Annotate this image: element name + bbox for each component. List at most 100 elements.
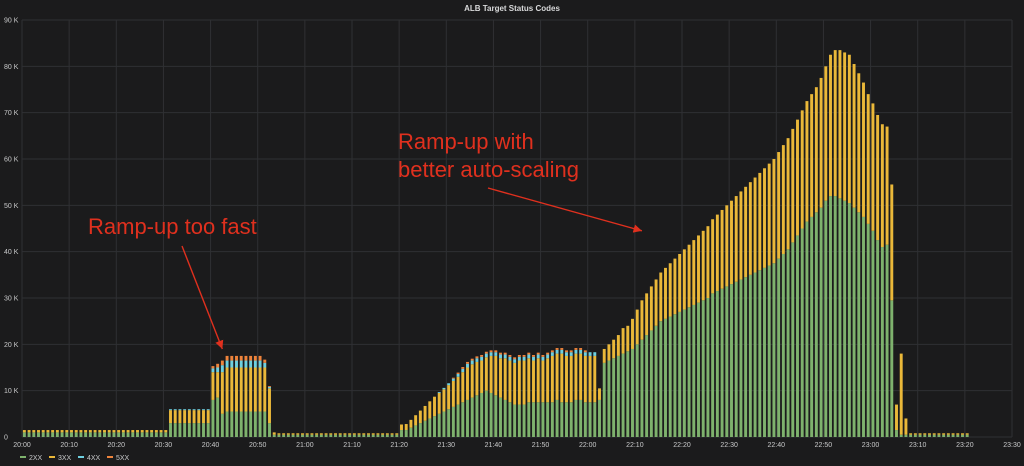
x-tick-label: 21:00 (296, 442, 314, 449)
bar-segment-3xx (517, 360, 521, 405)
bar-segment-3xx (428, 401, 432, 419)
bar-segment-3xx (338, 433, 342, 435)
bar-segment-2xx (216, 397, 220, 437)
bar-segment-2xx (362, 434, 366, 437)
bar-segment-3xx (352, 433, 356, 435)
x-tick-label: 20:30 (155, 442, 173, 449)
bar-segment-2xx (46, 432, 50, 437)
bar-segment-3xx (866, 94, 870, 224)
bar-segment-3xx (527, 358, 531, 403)
bar-segment-3xx (772, 159, 776, 264)
bar-segment-3xx (343, 433, 347, 435)
bar-segment-3xx (51, 430, 55, 433)
bar-segment-2xx (965, 434, 969, 437)
bar-segment-2xx (225, 411, 229, 437)
bar-segment-3xx (117, 430, 121, 433)
bar-segment-2xx (253, 411, 257, 437)
bar-segment-3xx (550, 355, 554, 403)
bar-segment-5xx (550, 350, 554, 353)
bar-segment-3xx (602, 348, 606, 363)
bar-segment-3xx (414, 415, 418, 426)
y-tick-label: 90 K (4, 18, 19, 25)
bar-segment-3xx (546, 358, 550, 403)
bar-segment-2xx (678, 311, 682, 437)
x-tick-label: 20:10 (60, 442, 78, 449)
bar-segment-2xx (753, 272, 757, 437)
bar-segment-4xx (456, 373, 460, 377)
bar-segment-4xx (169, 409, 172, 411)
bar-segment-4xx (466, 363, 469, 368)
bar-segment-2xx (173, 423, 177, 437)
bar-segment-3xx (880, 124, 884, 248)
bar-segment-3xx (616, 335, 620, 356)
bar-segment-2xx (433, 416, 436, 437)
bar-segment-5xx (532, 354, 535, 357)
bar-segment-4xx (569, 352, 573, 356)
bar-segment-2xx (565, 402, 568, 437)
bar-segment-3xx (192, 410, 196, 424)
bar-segment-2xx (22, 432, 26, 437)
bar-segment-3xx (70, 430, 73, 433)
bar-segment-3xx (838, 50, 842, 199)
bar-segment-3xx (253, 367, 257, 412)
bar-segment-2xx (258, 411, 262, 437)
bar-segment-5xx (499, 352, 502, 355)
bar-segment-2xx (296, 434, 300, 437)
bar-segment-2xx (390, 434, 394, 437)
bar-segment-4xx (583, 352, 587, 356)
legend-label-3xx: 3XX (58, 455, 72, 462)
bar-segment-3xx (829, 54, 832, 197)
bar-segment-5xx (579, 348, 583, 350)
bar-segment-3xx (494, 355, 498, 396)
bar-segment-3xx (150, 430, 154, 433)
bar-segment-3xx (282, 433, 286, 435)
bar-segment-5xx (461, 367, 465, 369)
bar-segment-3xx (734, 196, 738, 282)
bar-segment-3xx (136, 430, 139, 433)
bar-segment-2xx (329, 434, 333, 437)
bar-segment-2xx (951, 434, 955, 437)
bar-segment-2xx (772, 263, 776, 437)
bar-segment-4xx (513, 359, 517, 363)
x-tick-label: 20:40 (202, 442, 220, 449)
bar-segment-2xx (107, 432, 111, 437)
bar-segment-2xx (928, 434, 931, 437)
bar-segment-2xx (230, 411, 234, 437)
bar-segment-4xx (555, 349, 559, 354)
bar-segment-2xx (612, 358, 616, 437)
bar-segment-2xx (682, 309, 686, 437)
bar-segment-2xx (32, 432, 36, 437)
bar-segment-2xx (550, 402, 554, 437)
bar-segment-2xx (852, 207, 856, 437)
x-tick-label: 22:30 (720, 442, 738, 449)
bar-segment-5xx (263, 359, 267, 363)
bar-segment-2xx (187, 423, 191, 437)
bar-segment-3xx (560, 353, 564, 403)
bar-segment-2xx (730, 284, 733, 437)
bar-segment-2xx (626, 351, 630, 437)
bar-segment-4xx (451, 378, 455, 381)
bar-segment-2xx (41, 432, 45, 437)
bar-segment-2xx (404, 430, 408, 437)
bar-segment-3xx (301, 433, 304, 435)
bar-segment-2xx (145, 432, 149, 437)
bar-segment-3xx (607, 344, 611, 361)
bar-segment-3xx (140, 430, 144, 433)
bar-segment-2xx (819, 207, 823, 437)
bar-segment-5xx (569, 350, 573, 353)
bar-segment-2xx (697, 302, 700, 437)
bar-segment-2xx (621, 353, 625, 437)
bar-segment-4xx (216, 367, 220, 373)
bar-segment-2xx (791, 242, 795, 437)
bar-segment-3xx (635, 309, 639, 345)
bar-segment-2xx (536, 402, 540, 437)
bar-segment-3xx (324, 433, 328, 435)
bar-segment-3xx (211, 372, 215, 400)
bar-segment-2xx (503, 399, 507, 437)
bar-segment-2xx (103, 432, 106, 437)
bar-segment-2xx (211, 399, 215, 437)
bar-segment-3xx (631, 318, 634, 349)
bar-segment-4xx (475, 358, 479, 362)
bar-segment-4xx (249, 360, 253, 368)
bar-segment-2xx (706, 298, 710, 437)
